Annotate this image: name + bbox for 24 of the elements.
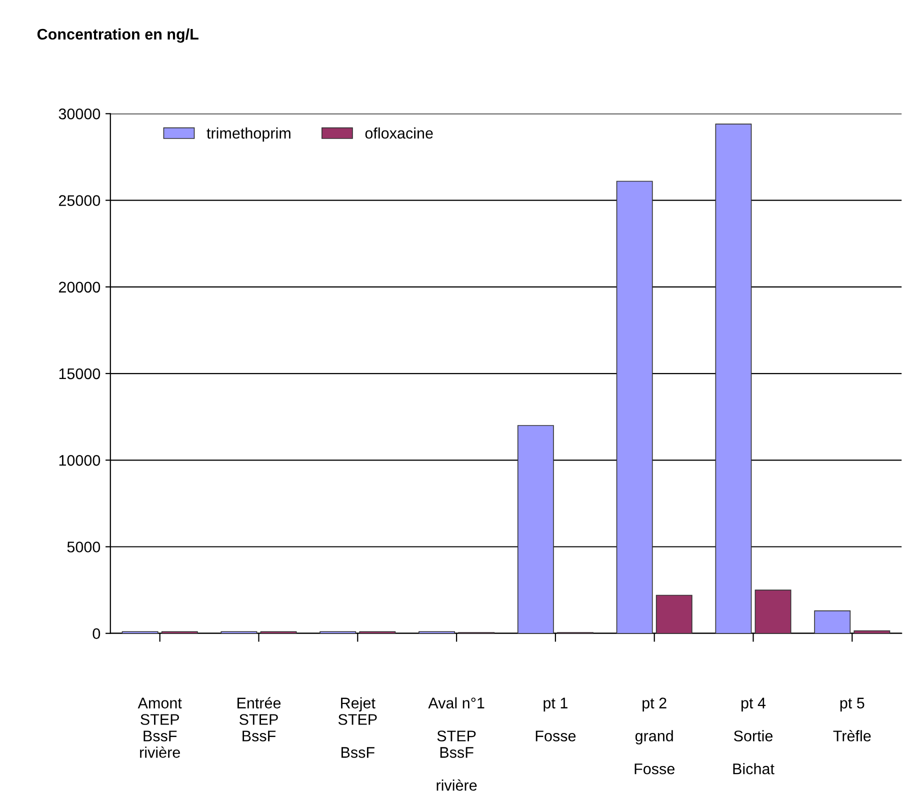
bar (715, 124, 752, 634)
bar (517, 425, 554, 634)
bar (656, 594, 692, 634)
category-label: pt 5 Trèfle (833, 698, 871, 742)
bar (754, 590, 792, 634)
y-tick-label: 30000 (58, 108, 100, 120)
legend-label: ofloxacine (365, 127, 433, 139)
chart-title: Concentration en ng/L (37, 28, 198, 43)
category-label: pt 4 Sortie Bichat (733, 698, 774, 774)
category-label: pt 1 Fosse (536, 698, 576, 742)
bar (814, 610, 851, 634)
category-label: pt 2 grand Fosse (634, 698, 674, 774)
y-tick-label: 10000 (59, 455, 100, 466)
y-tick-label: 15000 (59, 368, 100, 380)
x-tick-label: Amont STEP BssF rivière (138, 698, 182, 758)
y-tick-label: 0 (92, 628, 100, 640)
bar (616, 180, 653, 634)
category-label: Aval n°1 STEP BssF rivière (428, 697, 484, 791)
y-tick-label: 5000 (67, 542, 100, 552)
category-label: Rejet STEP BssF (338, 697, 377, 758)
y-tick-label: 20000 (58, 282, 100, 293)
legend-label: trimethoprim (206, 127, 290, 142)
y-tick-label: 25000 (58, 195, 100, 206)
x-tick-label: Entrée STEP BssF (238, 697, 281, 742)
